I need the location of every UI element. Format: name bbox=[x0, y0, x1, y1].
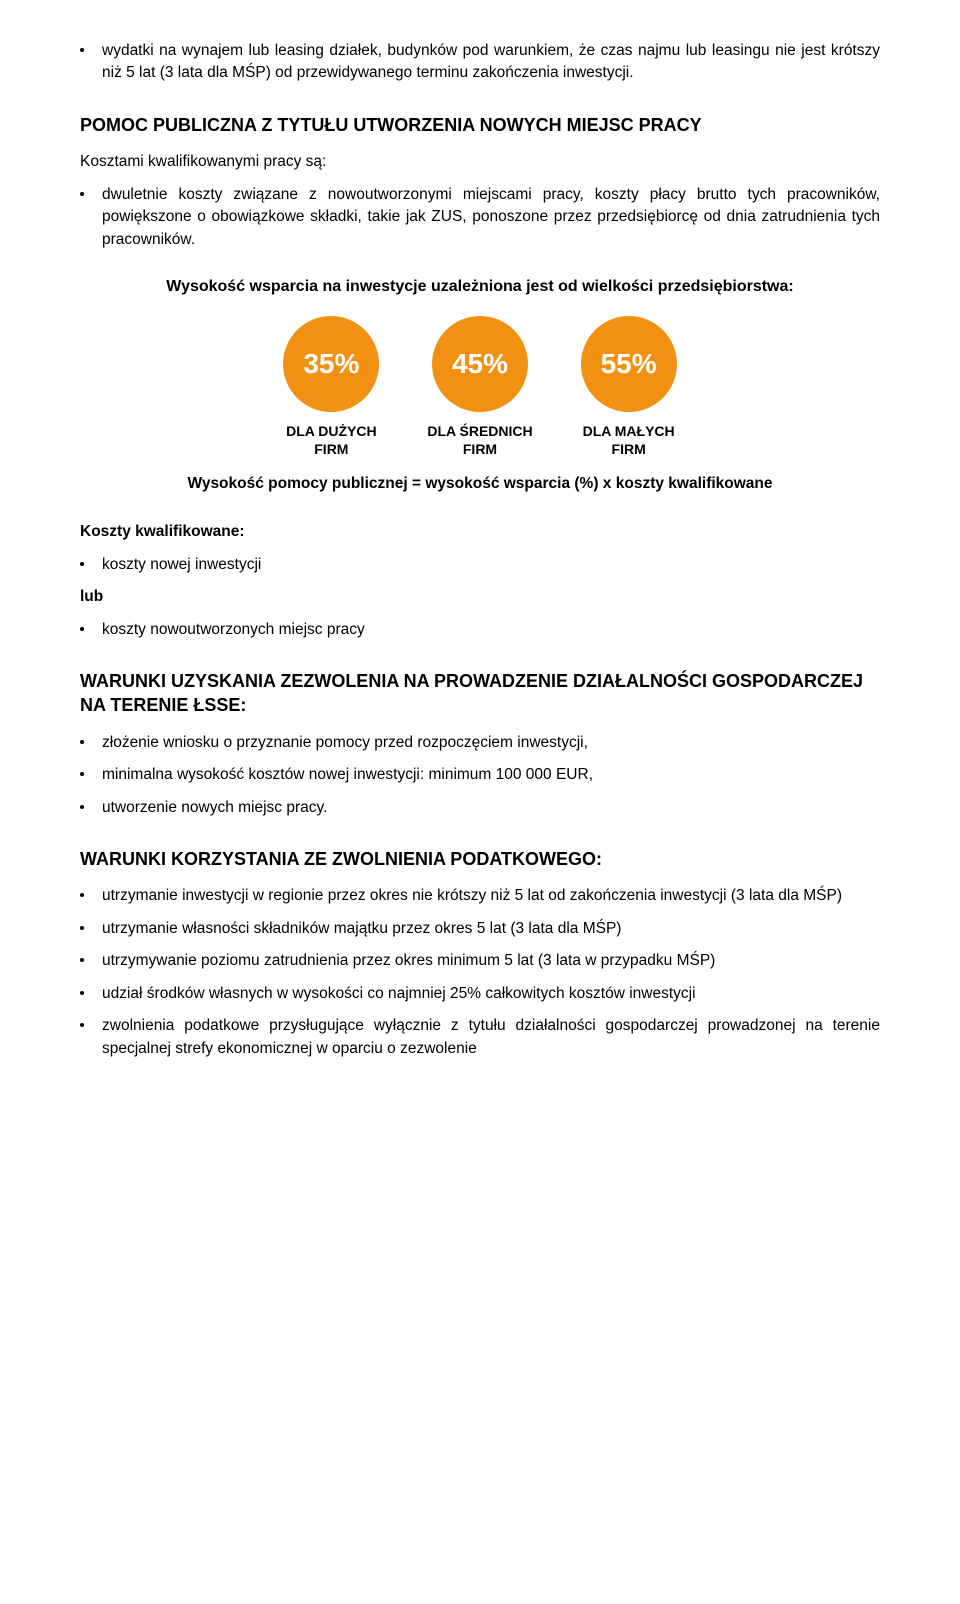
formula-text: Wysokość pomocy publicznej = wysokość ws… bbox=[80, 473, 880, 495]
zezw-item-2: utworzenie nowych miejsc pracy. bbox=[102, 797, 880, 819]
list-item: minimalna wysokość kosztów nowej inwesty… bbox=[80, 764, 880, 786]
circle-medium: 45% bbox=[432, 316, 528, 412]
bullet-icon bbox=[80, 627, 84, 631]
warunki-zezw-list: złożenie wniosku o przyznanie pomocy prz… bbox=[80, 732, 880, 819]
label-line2: FIRM bbox=[463, 441, 497, 457]
label-line1: DLA ŚREDNICH bbox=[427, 423, 532, 439]
bullet-icon bbox=[80, 893, 84, 897]
list-item: złożenie wniosku o przyznanie pomocy prz… bbox=[80, 732, 880, 754]
list-item: udział środków własnych w wysokości co n… bbox=[80, 983, 880, 1005]
bullet-icon bbox=[80, 740, 84, 744]
zezw-item-1: minimalna wysokość kosztów nowej inwesty… bbox=[102, 764, 880, 786]
circle-label-medium: DLA ŚREDNICH FIRM bbox=[427, 422, 532, 458]
zwol-item-1: utrzymanie własności składników majątku … bbox=[102, 918, 880, 940]
section1-lead: Kosztami kwalifikowanymi pracy są: bbox=[80, 151, 880, 173]
circle-small: 55% bbox=[581, 316, 677, 412]
koszty-bullet2: koszty nowoutworzonych miejsc pracy bbox=[102, 619, 880, 641]
circle-block-medium: 45% DLA ŚREDNICH FIRM bbox=[427, 316, 532, 458]
list-item: koszty nowej inwestycji bbox=[80, 554, 880, 576]
bullet-icon bbox=[80, 958, 84, 962]
circle-block-small: 55% DLA MAŁYCH FIRM bbox=[581, 316, 677, 458]
koszty-label: Koszty kwalifikowane: bbox=[80, 521, 880, 543]
label-line2: FIRM bbox=[612, 441, 646, 457]
circle-label-small: DLA MAŁYCH FIRM bbox=[581, 422, 677, 458]
section1-title: POMOC PUBLICZNA Z TYTUŁU UTWORZENIA NOWY… bbox=[80, 113, 880, 137]
list-item: wydatki na wynajem lub leasing działek, … bbox=[80, 40, 880, 85]
lub-label: lub bbox=[80, 586, 880, 608]
circle-large: 35% bbox=[283, 316, 379, 412]
koszty-list-1: koszty nowej inwestycji bbox=[80, 554, 880, 576]
label-line1: DLA MAŁYCH bbox=[583, 423, 675, 439]
support-heading: Wysokość wsparcia na inwestycje uzależni… bbox=[80, 275, 880, 298]
koszty-list-2: koszty nowoutworzonych miejsc pracy bbox=[80, 619, 880, 641]
label-line2: FIRM bbox=[314, 441, 348, 457]
section1-list: dwuletnie koszty związane z nowoutworzon… bbox=[80, 184, 880, 251]
bullet-icon bbox=[80, 1023, 84, 1027]
list-item: utrzymywanie poziomu zatrudnienia przez … bbox=[80, 950, 880, 972]
warunki-zwol-list: utrzymanie inwestycji w regionie przez o… bbox=[80, 885, 880, 1060]
list-item: dwuletnie koszty związane z nowoutworzon… bbox=[80, 184, 880, 251]
zwol-item-0: utrzymanie inwestycji w regionie przez o… bbox=[102, 885, 880, 907]
list-item: utworzenie nowych miejsc pracy. bbox=[80, 797, 880, 819]
list-item: utrzymanie własności składników majątku … bbox=[80, 918, 880, 940]
zwol-item-4: zwolnienia podatkowe przysługujące wyłąc… bbox=[102, 1015, 880, 1060]
bullet-icon bbox=[80, 562, 84, 566]
bullet-icon bbox=[80, 192, 84, 196]
bullet-icon bbox=[80, 991, 84, 995]
bullet-icon bbox=[80, 805, 84, 809]
bullet-icon bbox=[80, 926, 84, 930]
bullet-icon bbox=[80, 48, 84, 52]
bullet-icon bbox=[80, 772, 84, 776]
circle-block-large: 35% DLA DUŻYCH FIRM bbox=[283, 316, 379, 458]
section1-bullet-text: dwuletnie koszty związane z nowoutworzon… bbox=[102, 184, 880, 251]
intro-text: wydatki na wynajem lub leasing działek, … bbox=[102, 40, 880, 85]
warunki-zwol-title: WARUNKI KORZYSTANIA ZE ZWOLNIENIA PODATK… bbox=[80, 847, 880, 871]
zwol-item-2: utrzymywanie poziomu zatrudnienia przez … bbox=[102, 950, 880, 972]
list-item: zwolnienia podatkowe przysługujące wyłąc… bbox=[80, 1015, 880, 1060]
warunki-zezw-title: WARUNKI UZYSKANIA ZEZWOLENIA NA PROWADZE… bbox=[80, 669, 880, 718]
zezw-item-0: złożenie wniosku o przyznanie pomocy prz… bbox=[102, 732, 880, 754]
circles-row: 35% DLA DUŻYCH FIRM 45% DLA ŚREDNICH FIR… bbox=[80, 316, 880, 458]
koszty-bullet1: koszty nowej inwestycji bbox=[102, 554, 880, 576]
label-line1: DLA DUŻYCH bbox=[286, 423, 376, 439]
list-item: utrzymanie inwestycji w regionie przez o… bbox=[80, 885, 880, 907]
circle-label-large: DLA DUŻYCH FIRM bbox=[283, 422, 379, 458]
zwol-item-3: udział środków własnych w wysokości co n… bbox=[102, 983, 880, 1005]
intro-list: wydatki na wynajem lub leasing działek, … bbox=[80, 40, 880, 85]
list-item: koszty nowoutworzonych miejsc pracy bbox=[80, 619, 880, 641]
